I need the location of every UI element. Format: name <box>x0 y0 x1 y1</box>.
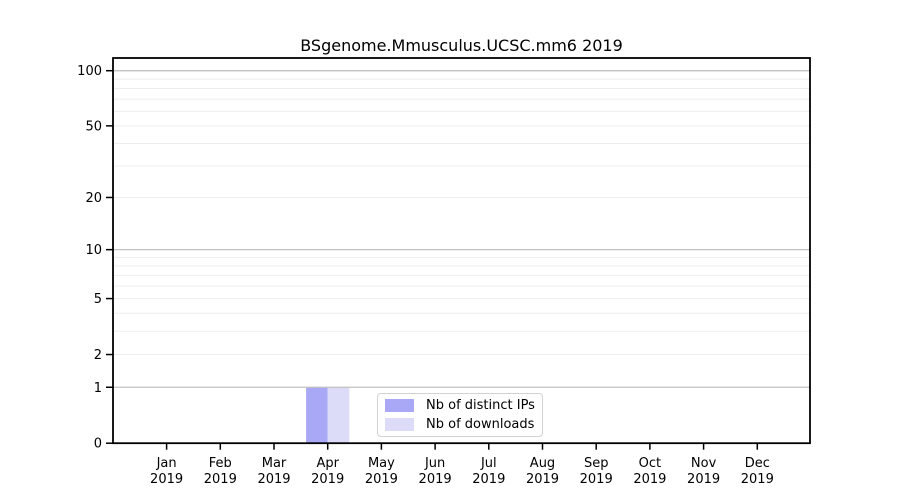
x-tick-label-month: May <box>368 456 395 471</box>
x-tick-label-year: 2019 <box>257 472 290 487</box>
x-tick-label-month: Jan <box>156 456 177 471</box>
legend-entry-distinct-ips: Nb of distinct IPs <box>385 396 536 415</box>
chart-title: BSgenome.Mmusculus.UCSC.mm6 2019 <box>300 36 623 55</box>
x-tick-label-year: 2019 <box>687 472 720 487</box>
legend-label-downloads: Nb of downloads <box>426 417 535 432</box>
x-tick-label-month: Apr <box>316 456 339 471</box>
y-tick-label: 0 <box>94 437 102 452</box>
bar-downloads <box>327 387 350 444</box>
x-tick-label-year: 2019 <box>150 472 183 487</box>
x-tick-label-month: Dec <box>745 456 770 471</box>
x-tick-label-month: Mar <box>262 456 287 471</box>
y-tick-label: 100 <box>77 64 102 79</box>
x-tick-label-month: Jun <box>424 456 445 471</box>
x-tick-label-year: 2019 <box>311 472 344 487</box>
x-tick-label-month: Nov <box>691 456 717 471</box>
legend-swatch-distinct-ips <box>385 399 414 412</box>
x-tick-label-month: Jul <box>480 456 497 471</box>
x-tick-label-year: 2019 <box>472 472 505 487</box>
y-tick-label: 10 <box>85 243 102 258</box>
x-tick-label-year: 2019 <box>204 472 237 487</box>
y-tick-label: 20 <box>85 191 102 206</box>
legend-entry-downloads: Nb of downloads <box>385 415 536 434</box>
x-tick-label-month: Oct <box>639 456 661 471</box>
x-tick-label-year: 2019 <box>580 472 613 487</box>
y-tick-label: 2 <box>94 348 102 363</box>
x-tick-label-year: 2019 <box>419 472 452 487</box>
y-tick-label: 5 <box>94 292 102 307</box>
legend-label-distinct-ips: Nb of distinct IPs <box>426 398 535 413</box>
x-tick-label-year: 2019 <box>365 472 398 487</box>
y-tick-label: 50 <box>85 119 102 134</box>
x-tick-label-month: Feb <box>209 456 232 471</box>
legend-swatch-downloads <box>385 418 414 431</box>
x-tick-label-year: 2019 <box>741 472 774 487</box>
y-tick-label: 1 <box>94 381 102 396</box>
x-tick-label-year: 2019 <box>526 472 559 487</box>
x-tick-label-month: Sep <box>584 456 609 471</box>
bar-distinct-ips <box>306 387 328 444</box>
plot-border <box>112 57 811 445</box>
x-tick-label-month: Aug <box>530 456 555 471</box>
x-tick-label-year: 2019 <box>633 472 666 487</box>
legend: Nb of distinct IPs Nb of downloads <box>377 393 543 437</box>
